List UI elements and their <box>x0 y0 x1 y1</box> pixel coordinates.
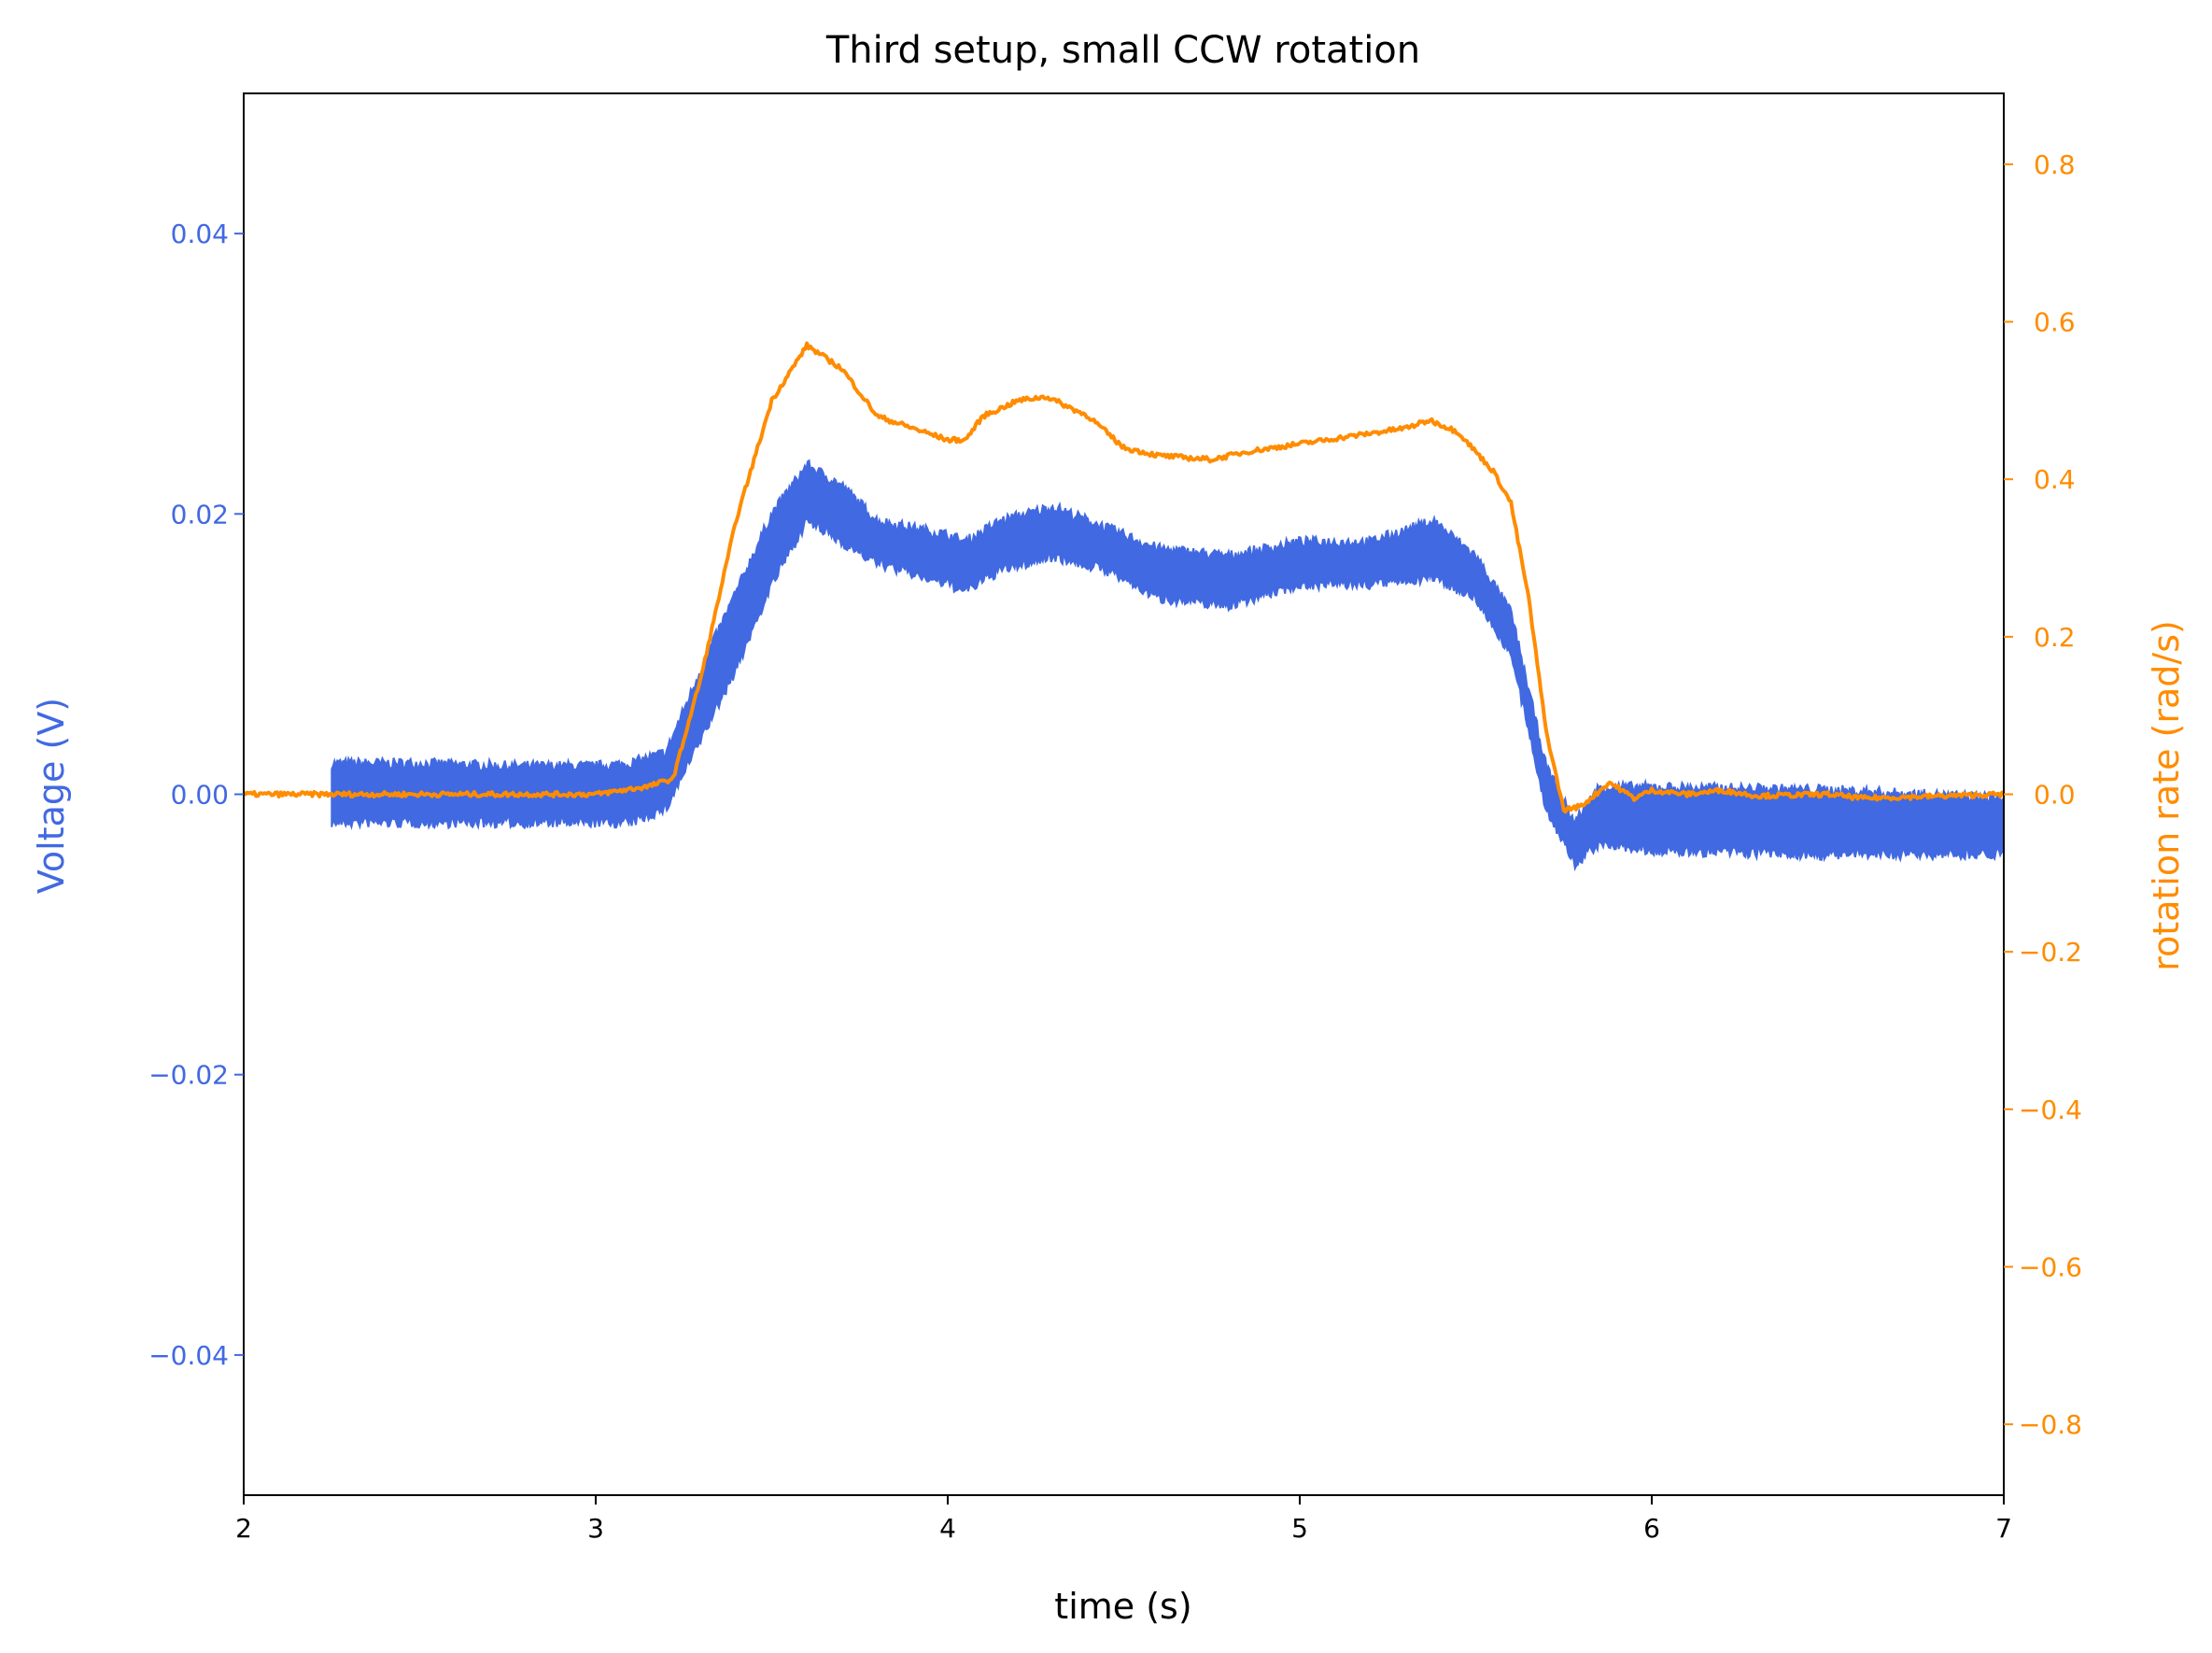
y-left-tick-label: −0.02 <box>148 1060 229 1091</box>
x-tick-label: 5 <box>1291 1513 1308 1544</box>
x-tick-label: 4 <box>939 1513 956 1544</box>
plot-area <box>242 341 2005 872</box>
y-right-tick-label: 0.8 <box>2034 149 2076 180</box>
x-axis-label: time (s) <box>1054 1586 1191 1627</box>
y-right-tick-label: −0.6 <box>2019 1251 2082 1282</box>
voltage-series-band <box>331 459 2005 872</box>
y-left-tick-label: 0.02 <box>171 499 229 530</box>
y-right-tick-label: −0.4 <box>2019 1095 2082 1125</box>
y-left-tick-label: −0.04 <box>148 1340 229 1371</box>
x-tick-label: 2 <box>235 1513 252 1544</box>
y-axis-label-left: Voltage (V) <box>31 698 72 894</box>
axes: 2 3 4 5 6 7 0.04 0.02 0.00 −0.02 −0.04 0.8 0.6 0.4 0.2… <box>148 92 2082 1544</box>
y-left-tick-label: 0.00 <box>171 780 229 811</box>
y-right-tick-label: 0.0 <box>2034 780 2076 811</box>
y-axis-label-right: rotation rate (rad/s) <box>2146 620 2187 971</box>
x-tick-label: 6 <box>1643 1513 1660 1544</box>
y-right-tick-label: 0.4 <box>2034 464 2076 495</box>
y-right-tick-label: −0.2 <box>2019 937 2082 968</box>
y-left-tick-label: 0.04 <box>171 219 229 249</box>
y-right-tick-label: 0.6 <box>2034 307 2076 338</box>
rotation-rate-series-line <box>242 341 2005 814</box>
y-right-tick-label: 0.2 <box>2034 622 2076 653</box>
chart-title: Third setup, small CCW rotation <box>825 29 1420 72</box>
x-tick-label: 3 <box>587 1513 604 1544</box>
x-tick-label: 7 <box>1995 1513 2012 1544</box>
y-right-tick-label: −0.8 <box>2019 1409 2082 1440</box>
